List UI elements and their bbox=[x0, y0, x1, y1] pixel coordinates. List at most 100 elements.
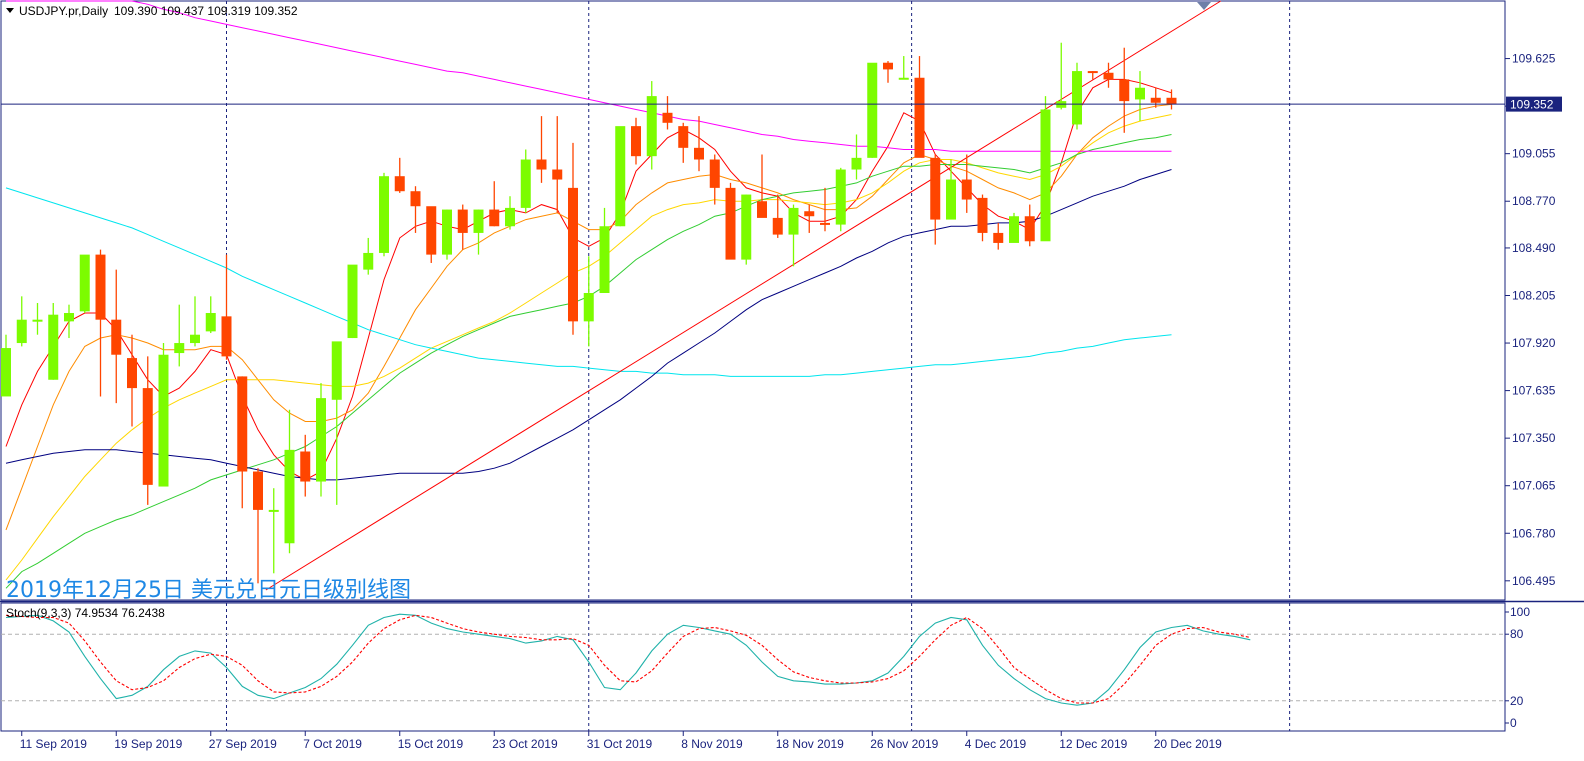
candle bbox=[489, 181, 500, 227]
candle-body bbox=[1119, 79, 1130, 102]
candle-body bbox=[1103, 72, 1114, 80]
candle bbox=[993, 222, 1004, 250]
candle-body bbox=[237, 376, 248, 472]
candle bbox=[1119, 47, 1130, 133]
candle-body bbox=[473, 209, 484, 233]
candle bbox=[520, 149, 531, 213]
candle-body bbox=[536, 159, 547, 170]
candle-body bbox=[961, 179, 972, 200]
price-axis: 109.625109.340109.055108.770108.490108.2… bbox=[1505, 52, 1556, 588]
price-tick-label: 107.065 bbox=[1512, 479, 1556, 493]
price-tick-label: 106.780 bbox=[1512, 526, 1556, 540]
stoch-axis: 100 80 20 0 bbox=[1505, 605, 1530, 730]
candle bbox=[64, 304, 74, 339]
candle bbox=[111, 269, 122, 404]
candle bbox=[1009, 212, 1019, 243]
candle bbox=[505, 196, 515, 230]
candle-body bbox=[111, 319, 122, 355]
candle-body bbox=[505, 207, 515, 227]
price-tick-label: 108.770 bbox=[1512, 194, 1556, 208]
candle-body bbox=[32, 319, 43, 322]
candle-body bbox=[174, 343, 185, 354]
candle-body bbox=[410, 191, 421, 207]
candle bbox=[1040, 96, 1051, 242]
chart-shift-marker-icon[interactable] bbox=[1197, 2, 1211, 10]
candle-body bbox=[741, 194, 752, 260]
candle-body bbox=[394, 176, 405, 192]
candle bbox=[615, 126, 626, 227]
candle-body bbox=[158, 354, 169, 487]
candle-body bbox=[678, 126, 689, 148]
candle-body bbox=[804, 211, 815, 217]
candle bbox=[442, 209, 452, 260]
candle-body bbox=[1087, 71, 1098, 74]
candle bbox=[394, 157, 405, 193]
candle-body bbox=[1166, 97, 1177, 105]
candle bbox=[583, 256, 594, 347]
time-tick-label: 26 Nov 2019 bbox=[870, 737, 938, 751]
candle-body bbox=[268, 509, 279, 512]
candle bbox=[552, 116, 563, 213]
overlay-title: 2019年12月25日 美元兑日元日级别线图 bbox=[6, 578, 411, 603]
time-tick-label: 8 Nov 2019 bbox=[681, 737, 743, 751]
candle bbox=[835, 167, 846, 232]
time-axis: 11 Sep 2019 19 Sep 2019 27 Sep 2019 7 Oct 2… bbox=[20, 731, 1222, 751]
stoch-tick-label: 0 bbox=[1510, 716, 1517, 730]
candle bbox=[174, 304, 185, 367]
candle bbox=[95, 249, 106, 397]
candle bbox=[158, 343, 169, 487]
menu-arrow-icon[interactable] bbox=[6, 8, 14, 13]
time-tick-label: 12 Dec 2019 bbox=[1059, 737, 1127, 751]
candle-body bbox=[1135, 87, 1145, 100]
candle bbox=[205, 296, 216, 334]
candle bbox=[662, 96, 673, 130]
candle bbox=[363, 237, 374, 275]
candle-body bbox=[662, 112, 673, 123]
candle-body bbox=[757, 201, 767, 218]
candle-body bbox=[190, 334, 200, 344]
candle bbox=[961, 154, 972, 213]
candle-body bbox=[457, 209, 468, 233]
ohlc-values: 109.390 109.437 109.319 109.352 bbox=[114, 4, 298, 18]
candle-body bbox=[284, 449, 295, 544]
candle bbox=[599, 207, 610, 293]
candle bbox=[237, 376, 248, 509]
candle bbox=[1103, 62, 1114, 88]
price-panel[interactable] bbox=[0, 0, 1506, 601]
candle-body bbox=[142, 388, 153, 485]
candle-body bbox=[583, 292, 594, 322]
candle bbox=[977, 194, 988, 242]
candle-body bbox=[1072, 71, 1082, 125]
candle bbox=[1, 334, 11, 397]
candle bbox=[725, 182, 736, 260]
candle bbox=[851, 134, 862, 180]
candle-body bbox=[568, 187, 578, 322]
candle-body bbox=[347, 264, 358, 339]
current-price-label: 109.352 bbox=[1510, 98, 1554, 112]
candle-body bbox=[788, 207, 799, 235]
candle-body bbox=[851, 157, 862, 170]
time-tick-label: 19 Sep 2019 bbox=[114, 737, 182, 751]
candle-body bbox=[316, 398, 326, 482]
candle-body bbox=[835, 169, 846, 225]
candle bbox=[300, 434, 311, 497]
candle bbox=[457, 204, 468, 250]
candle-body bbox=[694, 147, 704, 160]
candle bbox=[772, 194, 783, 238]
candle-body bbox=[993, 232, 1004, 243]
candle-body bbox=[520, 159, 531, 208]
candle bbox=[883, 61, 893, 83]
candle-body bbox=[914, 77, 925, 158]
candle-body bbox=[127, 358, 137, 389]
stoch-panel[interactable] bbox=[0, 602, 1506, 732]
candle bbox=[694, 116, 704, 172]
candle bbox=[268, 488, 279, 574]
stoch-header: Stoch(9,3,3) 74.9534 76.2438 bbox=[6, 606, 165, 620]
candle bbox=[426, 206, 437, 263]
candle bbox=[1024, 204, 1035, 247]
candle bbox=[930, 154, 941, 245]
candle bbox=[410, 186, 421, 233]
candle-body bbox=[1150, 97, 1161, 103]
price-tick-label: 109.625 bbox=[1512, 52, 1556, 66]
candle-body bbox=[1040, 109, 1051, 242]
